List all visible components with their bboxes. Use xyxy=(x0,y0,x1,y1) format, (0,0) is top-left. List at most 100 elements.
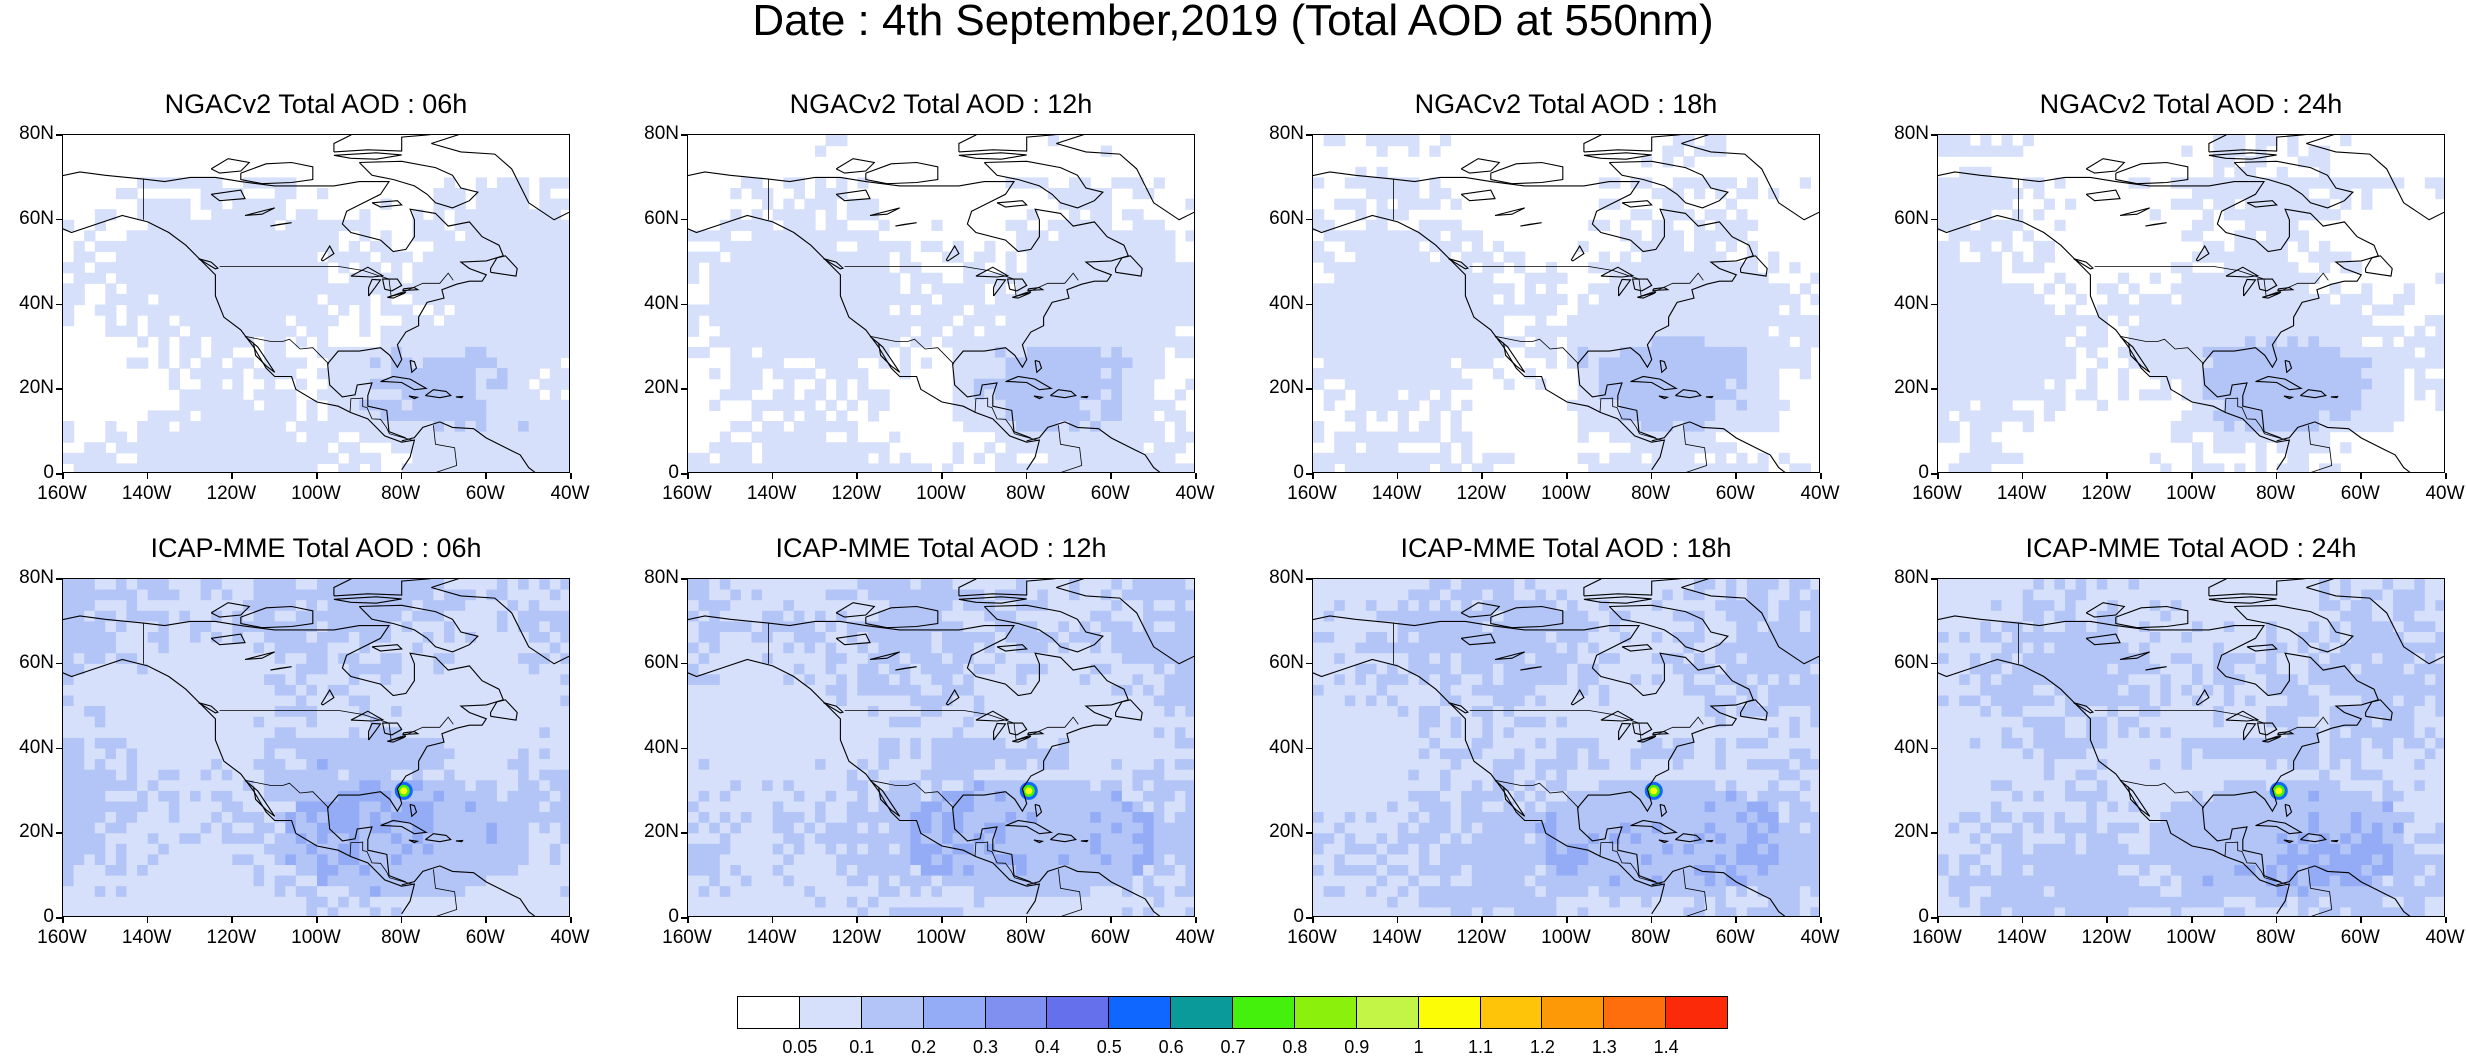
lat-tick-label: 40N xyxy=(627,293,679,315)
aod-field xyxy=(63,579,570,917)
lat-tick-label: 60N xyxy=(627,652,679,674)
colorbar-tick-label: 0.4 xyxy=(1017,1037,1077,1058)
lat-tick-label: 0 xyxy=(1877,462,1929,484)
lon-tick-label: 120W xyxy=(191,927,271,949)
lat-tick-mark xyxy=(1931,219,1937,221)
lon-tick-mark xyxy=(2445,473,2447,479)
panel-title: ICAP-MME Total AOD : 12h xyxy=(587,533,1295,564)
lat-tick-label: 40N xyxy=(1877,293,1929,315)
lon-tick-label: 100W xyxy=(2151,483,2231,505)
lon-tick-label: 120W xyxy=(191,483,271,505)
colorbar-swatch xyxy=(923,996,986,1029)
lat-tick-label: 0 xyxy=(1252,462,1304,484)
colorbar-swatch xyxy=(1170,996,1233,1029)
lon-tick-mark xyxy=(401,473,403,479)
lon-tick-mark xyxy=(1312,917,1314,923)
lon-tick-mark xyxy=(687,917,689,923)
lat-tick-label: 20N xyxy=(1877,377,1929,399)
figure-title: Date : 4th September,2019 (Total AOD at … xyxy=(0,0,2466,46)
lon-tick-label: 80W xyxy=(1611,483,1691,505)
lon-tick-label: 160W xyxy=(647,483,727,505)
lat-tick-label: 20N xyxy=(2,377,54,399)
lat-tick-label: 80N xyxy=(1252,567,1304,589)
lat-tick-mark xyxy=(1306,388,1312,390)
lat-tick-mark xyxy=(1306,663,1312,665)
aod-field xyxy=(688,135,1195,473)
lat-tick-mark xyxy=(1931,832,1937,834)
lon-tick-mark xyxy=(62,917,64,923)
lon-tick-mark xyxy=(856,473,858,479)
aod-map-panel xyxy=(62,134,570,473)
colorbar-tick-label: 0.7 xyxy=(1203,1037,1263,1058)
colorbar-tick-label: 0.9 xyxy=(1327,1037,1387,1058)
colorbar-tick-label: 1 xyxy=(1389,1037,1449,1058)
lat-tick-mark xyxy=(1306,832,1312,834)
lat-tick-label: 80N xyxy=(1252,123,1304,145)
lat-tick-mark xyxy=(1306,134,1312,136)
lon-tick-mark xyxy=(1566,917,1568,923)
lon-tick-mark xyxy=(772,917,774,923)
lon-tick-mark xyxy=(2360,917,2362,923)
aod-map-panel xyxy=(1312,134,1820,473)
panel-title: NGACv2 Total AOD : 24h xyxy=(1837,89,2466,120)
panel-title: NGACv2 Total AOD : 18h xyxy=(1212,89,1920,120)
lon-tick-mark xyxy=(1195,917,1197,923)
lon-tick-mark xyxy=(316,917,318,923)
lat-tick-label: 20N xyxy=(2,821,54,843)
lon-tick-mark xyxy=(316,473,318,479)
lat-tick-mark xyxy=(1306,578,1312,580)
lat-tick-mark xyxy=(56,134,62,136)
lon-tick-label: 80W xyxy=(986,483,1066,505)
lon-tick-mark xyxy=(941,917,943,923)
lat-tick-label: 20N xyxy=(1877,821,1929,843)
lat-tick-mark xyxy=(681,304,687,306)
lat-tick-mark xyxy=(56,832,62,834)
colorbar xyxy=(738,996,1728,1029)
lat-tick-mark xyxy=(681,219,687,221)
lon-tick-mark xyxy=(570,917,572,923)
colorbar-tick-label: 0.5 xyxy=(1079,1037,1139,1058)
lat-tick-mark xyxy=(681,578,687,580)
lat-tick-label: 60N xyxy=(1877,652,1929,674)
lon-tick-mark xyxy=(2022,917,2024,923)
lon-tick-label: 40W xyxy=(530,927,610,949)
lon-tick-mark xyxy=(1026,917,1028,923)
colorbar-tick-label: 1.3 xyxy=(1574,1037,1634,1058)
panel-title: ICAP-MME Total AOD : 24h xyxy=(1837,533,2466,564)
lon-tick-label: 60W xyxy=(445,927,525,949)
lat-tick-label: 40N xyxy=(627,737,679,759)
lon-tick-mark xyxy=(2191,917,2193,923)
lon-tick-label: 60W xyxy=(2320,927,2400,949)
lon-tick-mark xyxy=(1397,473,1399,479)
lon-tick-label: 40W xyxy=(1780,927,1860,949)
lon-tick-label: 60W xyxy=(1070,483,1150,505)
lon-tick-label: 60W xyxy=(445,483,525,505)
lat-tick-mark xyxy=(1931,388,1937,390)
lon-tick-label: 140W xyxy=(1357,927,1437,949)
lon-tick-label: 40W xyxy=(1780,483,1860,505)
lon-tick-label: 100W xyxy=(901,483,981,505)
lon-tick-mark xyxy=(2106,473,2108,479)
colorbar-swatch xyxy=(1418,996,1481,1029)
lon-tick-mark xyxy=(485,917,487,923)
lon-tick-label: 140W xyxy=(1982,927,2062,949)
lat-tick-label: 80N xyxy=(627,123,679,145)
colorbar-tick-label: 0.3 xyxy=(956,1037,1016,1058)
lon-tick-mark xyxy=(1651,917,1653,923)
lon-tick-label: 100W xyxy=(901,927,981,949)
lon-tick-label: 120W xyxy=(816,927,896,949)
aod-field xyxy=(1938,135,2445,473)
lon-tick-label: 80W xyxy=(361,927,441,949)
lon-tick-label: 40W xyxy=(1155,483,1235,505)
colorbar-swatch xyxy=(1665,996,1728,1029)
lon-tick-mark xyxy=(1820,917,1822,923)
lon-tick-mark xyxy=(2191,473,2193,479)
lon-tick-mark xyxy=(941,473,943,479)
lat-tick-label: 40N xyxy=(1252,737,1304,759)
lat-tick-label: 0 xyxy=(1252,906,1304,928)
lat-tick-label: 60N xyxy=(1252,652,1304,674)
colorbar-swatch xyxy=(985,996,1048,1029)
lat-tick-mark xyxy=(1931,578,1937,580)
lon-tick-mark xyxy=(772,473,774,479)
lat-tick-mark xyxy=(1931,663,1937,665)
